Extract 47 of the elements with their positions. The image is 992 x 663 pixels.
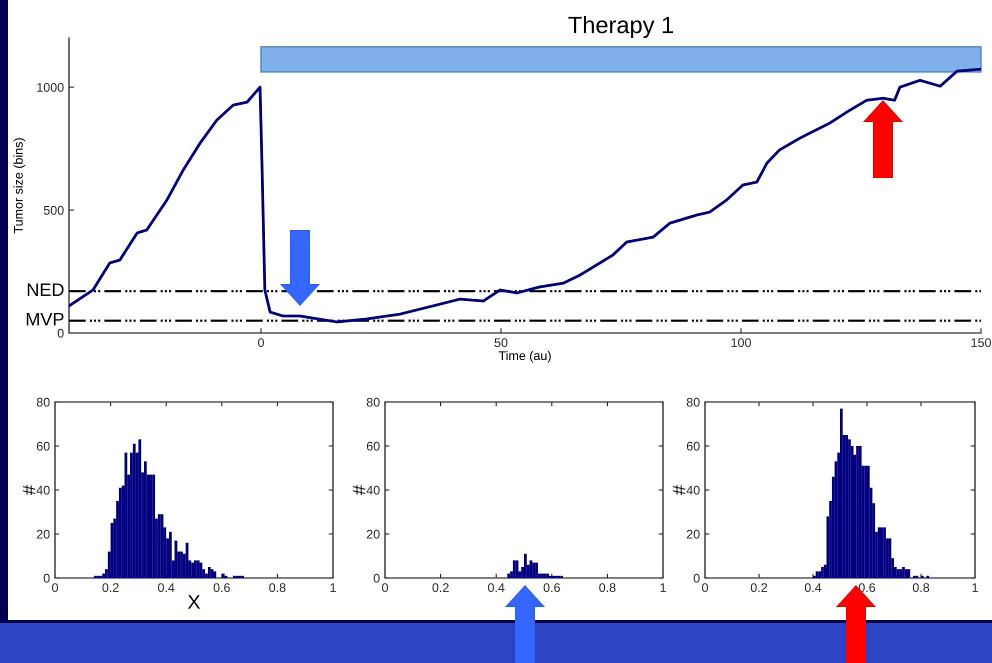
x-tick-label: 1 <box>660 583 666 592</box>
x-tick-label: 100 <box>732 338 751 348</box>
x-tick-label: 0.6 <box>214 583 230 592</box>
y-tick-label: 80 <box>36 398 50 407</box>
x-tick-label: 0 <box>258 338 264 348</box>
x-tick-label: 0.2 <box>102 583 119 592</box>
x-tick-label: 0.2 <box>432 583 449 592</box>
y-tick-label: 60 <box>366 442 380 451</box>
y-axis-title: Tumor size (bins) <box>14 138 26 234</box>
y-tick-label: 20 <box>366 530 380 539</box>
y-axis-title: # <box>672 485 686 495</box>
y-axis-title: # <box>22 485 36 495</box>
band-label: Therapy 1 <box>568 16 674 38</box>
y-tick-label: 20 <box>36 530 50 539</box>
y-tick-label: 500 <box>44 206 64 215</box>
y-tick-label: 1000 <box>37 82 64 92</box>
y-tick-label: 40 <box>366 486 380 495</box>
y-tick-label: 80 <box>686 398 700 407</box>
y-tick-label: 60 <box>686 442 700 451</box>
x-tick-label: 0 <box>702 583 708 592</box>
x-tick-label: 0.4 <box>158 583 175 592</box>
y-tick-label: 60 <box>36 442 50 451</box>
x-tick-label: 0.4 <box>488 583 505 592</box>
y-tick-label: 0 <box>44 574 50 583</box>
x-tick-label: 0.8 <box>599 583 616 592</box>
y-tick-label: 0 <box>58 328 64 338</box>
y-axis-title: # <box>352 485 366 495</box>
ref-line-label: MVP <box>26 312 64 326</box>
x-tick-label: 0.4 <box>804 583 822 592</box>
y-tick-label: 80 <box>366 398 380 407</box>
x-tick-label: 0 <box>382 583 388 592</box>
x-tick-label: 1 <box>972 583 978 592</box>
y-tick-label: 40 <box>36 486 50 495</box>
x-tick-label: 0.2 <box>750 583 768 592</box>
x-axis-title: Time (au) <box>498 350 551 363</box>
x-tick-label: 50 <box>494 338 508 348</box>
x-tick-label: 150 <box>972 338 991 348</box>
y-tick-label: 0 <box>694 574 700 583</box>
x-tick-label: 0.6 <box>544 583 560 592</box>
y-tick-label: 40 <box>686 486 700 495</box>
x-tick-label: 1 <box>330 583 336 592</box>
x-tick-label: 0.8 <box>912 583 930 592</box>
y-tick-label: 20 <box>686 530 700 539</box>
ref-line-label: NED <box>28 283 64 296</box>
x-tick-label: 0.8 <box>269 583 286 592</box>
y-tick-label: 0 <box>374 574 380 583</box>
x-axis-title: X <box>188 595 200 609</box>
